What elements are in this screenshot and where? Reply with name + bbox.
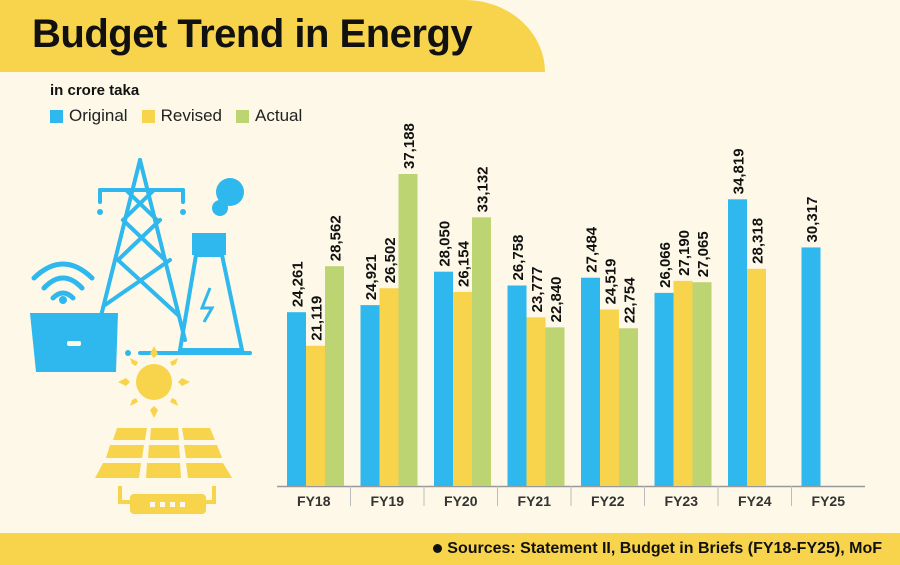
x-tick-label: FY18: [297, 493, 331, 509]
legend-item-actual: Actual: [236, 106, 302, 126]
data-label: 22,840: [548, 276, 565, 322]
bar-actual-fy20: [472, 217, 491, 486]
power-plant-icon: [125, 178, 252, 356]
bar-original-fy22: [581, 277, 600, 486]
legend-label-original: Original: [69, 106, 128, 125]
chart-title: Budget Trend in Energy: [32, 12, 473, 56]
unit-label: in crore taka: [50, 82, 140, 99]
x-tick-label: FY23: [665, 493, 699, 509]
data-label: 34,819: [731, 148, 748, 194]
x-tick-label: FY24: [738, 493, 772, 509]
source-note: Sources: Statement II, Budget in Briefs …: [433, 540, 882, 558]
tower-dot-right: [180, 209, 186, 215]
x-tick-label: FY21: [518, 493, 552, 509]
data-label: 26,758: [510, 235, 527, 281]
bar-revised-fy21: [526, 317, 546, 486]
bar-original-fy21: [507, 285, 527, 486]
bar-original-fy23: [654, 292, 674, 486]
data-label: 26,066: [657, 242, 674, 288]
bar-revised-fy22: [600, 309, 619, 486]
laptop-icon: [30, 313, 118, 372]
tower-dot-left: [97, 209, 103, 215]
title-band: [0, 0, 545, 72]
data-label: 24,261: [290, 261, 307, 307]
bullet-icon: [433, 544, 443, 554]
wifi-icon: [31, 261, 95, 301]
data-label: 27,484: [584, 226, 601, 273]
footer-band: [0, 533, 900, 565]
legend-label-actual: Actual: [255, 106, 303, 125]
bar-revised-fy24: [747, 268, 766, 486]
bar-original-fy19: [360, 305, 380, 486]
legend-swatch-actual: [236, 109, 250, 123]
data-label: 37,188: [401, 123, 418, 169]
legend-swatch-original: [50, 109, 63, 123]
x-tick-label: FY25: [812, 493, 846, 509]
source-text: Sources: Statement II, Budget in Briefs …: [447, 540, 882, 557]
data-label: 21,119: [309, 296, 326, 341]
legend-label-revised: Revised: [160, 106, 223, 125]
bar-revised-fy23: [673, 280, 693, 486]
solar-panel-icon: [95, 428, 232, 514]
bar-actual-fy21: [545, 327, 565, 486]
data-label: 26,502: [382, 237, 399, 283]
data-label: 27,065: [695, 231, 712, 277]
legend-item-revised: Revised: [141, 106, 223, 126]
bar-original-fy18: [287, 312, 306, 486]
transmission-tower-icon: [98, 158, 187, 342]
energy-illustration: [30, 158, 252, 514]
bar-actual-fy22: [619, 328, 638, 486]
data-label: 27,190: [676, 230, 693, 276]
legend-item-original: Original: [50, 106, 128, 126]
bar-actual-fy19: [398, 174, 418, 486]
wifi-dot: [59, 296, 67, 304]
x-tick-label: FY22: [591, 493, 625, 509]
bar-revised-fy20: [453, 291, 472, 486]
x-tick-label: FY19: [371, 493, 405, 509]
bar-original-fy24: [728, 199, 747, 487]
data-label: 23,777: [529, 266, 546, 312]
bar-original-fy20: [434, 271, 453, 486]
data-label: 26,154: [456, 240, 473, 287]
data-label: 33,132: [475, 166, 492, 212]
bar-revised-fy18: [306, 345, 325, 486]
bar-actual-fy18: [325, 266, 344, 486]
legend: Original Revised Actual: [50, 106, 302, 126]
legend-swatch-revised: [141, 109, 155, 123]
bar-actual-fy23: [692, 282, 712, 486]
data-label: 28,318: [750, 218, 767, 264]
data-label: 28,562: [328, 215, 345, 261]
bar-original-fy25: [801, 247, 821, 486]
data-label: 24,921: [363, 254, 380, 300]
sun-icon: [118, 346, 190, 418]
x-tick-label: FY20: [444, 493, 478, 509]
bar-revised-fy19: [379, 288, 399, 486]
data-label: 24,519: [603, 259, 620, 305]
data-label: 30,317: [804, 197, 821, 243]
data-label: 22,754: [622, 277, 639, 324]
data-label: 28,050: [437, 221, 454, 267]
